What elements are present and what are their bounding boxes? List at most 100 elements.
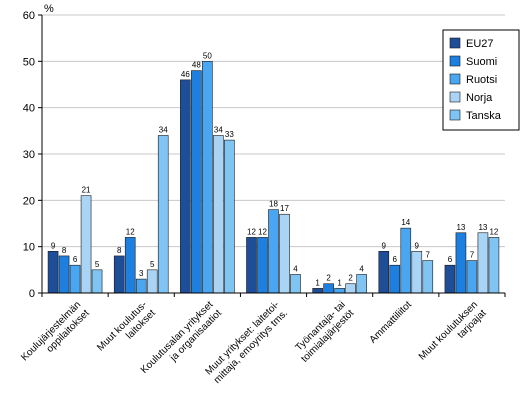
data-label: 1 <box>315 278 320 287</box>
data-label: 12 <box>126 227 135 236</box>
data-label: 46 <box>181 70 190 79</box>
legend-swatch <box>449 37 461 49</box>
bar <box>290 274 301 294</box>
data-label: 7 <box>470 251 475 260</box>
data-label: 21 <box>82 186 91 195</box>
bar <box>477 232 489 294</box>
y-tick-label: 20 <box>23 195 35 207</box>
bar <box>191 70 202 294</box>
legend-swatch <box>449 55 461 67</box>
bar <box>312 288 323 294</box>
legend: EU27 Suomi Ruotsi Norja Tanska <box>442 29 520 131</box>
data-label: 13 <box>456 223 465 232</box>
bar <box>422 260 434 294</box>
data-label: 6 <box>448 255 453 264</box>
bar <box>400 227 412 294</box>
bar <box>91 269 103 294</box>
bar <box>378 251 390 294</box>
data-label: 8 <box>62 246 67 255</box>
data-label: 12 <box>489 227 498 236</box>
data-label: 17 <box>280 204 289 213</box>
legend-label: Tanska <box>466 110 502 122</box>
bar <box>356 274 367 294</box>
data-label: 6 <box>73 255 78 264</box>
legend-label: Suomi <box>466 56 497 68</box>
bar <box>180 79 191 294</box>
bar <box>455 232 467 294</box>
data-label: 3 <box>139 269 144 278</box>
x-tick-label-line: mittaja, emoyritys tms. <box>212 308 290 386</box>
data-label: 5 <box>95 260 100 269</box>
bar <box>113 255 125 294</box>
data-labels: 9846121968124812261363501811472153417291… <box>51 51 499 287</box>
legend-label: Norja <box>466 92 493 104</box>
data-label: 9 <box>415 241 420 250</box>
bar <box>246 237 257 294</box>
x-tick-label: Työnantaja- taitoimialajärjestöt <box>291 299 357 365</box>
bar <box>69 264 81 294</box>
data-label: 2 <box>348 274 353 283</box>
bar <box>268 209 279 294</box>
bar <box>146 269 158 294</box>
bar <box>466 260 478 294</box>
bar <box>47 251 59 294</box>
y-tick-label: 30 <box>23 149 35 161</box>
legend-swatch <box>449 91 461 103</box>
data-label: 6 <box>393 255 398 264</box>
y-tick-label: 40 <box>23 103 35 115</box>
x-tick-label-line: Ammattiliitot <box>368 299 414 345</box>
bar <box>224 139 235 294</box>
data-label: 12 <box>258 227 267 236</box>
x-tick-label: Muut koulutus-laitokset <box>95 299 158 362</box>
bar <box>135 278 147 294</box>
x-tick-label: Ammattiliitot <box>368 299 414 345</box>
data-label: 14 <box>401 218 410 227</box>
data-label: 9 <box>382 241 387 250</box>
data-label: 33 <box>225 130 234 139</box>
data-label: 5 <box>150 260 155 269</box>
data-label: 8 <box>117 246 122 255</box>
bar <box>488 237 500 294</box>
data-label: 4 <box>359 264 364 273</box>
data-label: 48 <box>192 61 201 70</box>
data-label: 34 <box>159 125 168 134</box>
bar <box>411 251 423 294</box>
bar <box>157 135 169 294</box>
bar <box>334 288 345 294</box>
bar <box>58 255 70 294</box>
y-axis: 0 10 20 30 40 50 60 <box>23 10 42 300</box>
bar-series <box>47 61 500 294</box>
bar <box>389 264 401 294</box>
bar <box>80 195 92 294</box>
data-label: 9 <box>51 241 56 250</box>
bar <box>345 283 356 294</box>
bar <box>279 213 290 294</box>
data-label: 12 <box>247 227 256 236</box>
data-label: 18 <box>269 200 278 209</box>
legend-swatch <box>449 109 461 121</box>
data-label: 50 <box>203 51 212 60</box>
bar <box>213 135 224 294</box>
x-tick-label: Muut koulutuksentarjoajat <box>417 299 489 371</box>
bar <box>323 283 334 294</box>
data-label: 34 <box>214 125 223 134</box>
bar <box>202 61 213 294</box>
data-label: 7 <box>426 251 431 260</box>
data-label: 13 <box>478 223 487 232</box>
bar <box>124 237 136 294</box>
y-tick-label: 0 <box>29 288 35 300</box>
gridlines <box>42 14 505 248</box>
x-tick-label: Koulujärjestelmänoppilaitokset <box>19 299 92 372</box>
y-tick-label: 10 <box>23 242 35 254</box>
y-tick-label: 60 <box>23 10 35 22</box>
data-label: 2 <box>326 274 331 283</box>
legend-swatch <box>449 73 461 85</box>
data-label: 1 <box>337 278 342 287</box>
bar <box>257 237 268 294</box>
bar <box>444 264 456 294</box>
legend-label: Ruotsi <box>466 74 497 86</box>
legend-label: EU27 <box>466 38 494 50</box>
data-label: 4 <box>293 264 298 273</box>
y-axis-label: % <box>44 3 54 15</box>
